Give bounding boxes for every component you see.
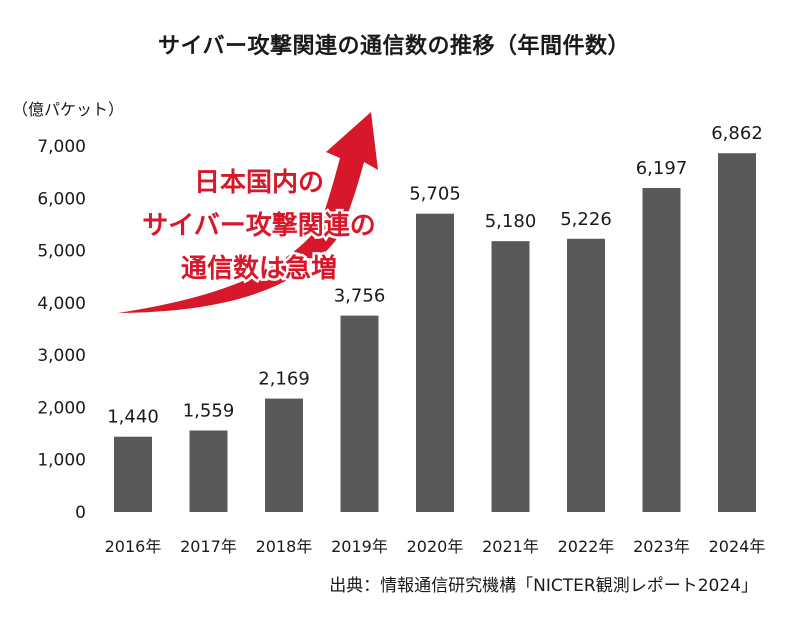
annotation-line-2: サイバー攻撃関連の [142,211,375,241]
y-tick-label: 0 [75,503,86,523]
chart-title: サイバー攻撃関連の通信数の推移（年間件数） [157,34,631,59]
x-tick-label: 2023年 [633,537,690,556]
annotation-line-3: 通信数は急増 [181,254,337,284]
bar-2019年 [340,315,379,512]
source-note: 出典：情報通信研究機構「NICTER観測レポート2024」 [329,576,758,596]
y-tick-label: 4,000 [37,294,86,314]
x-tick-label: 2016年 [105,537,162,556]
value-label: 5,180 [485,211,537,232]
y-tick-label: 5,000 [37,242,86,262]
x-tick-label: 2018年 [256,537,313,556]
x-tick-label: 2017年 [180,537,237,556]
value-label: 1,559 [183,400,235,421]
value-label: 5,226 [560,209,612,230]
y-tick-label: 6,000 [37,189,86,209]
bar-2023年 [642,187,681,513]
bar-2018年 [265,398,303,512]
annotation-line-1: 日本国内の [194,168,324,198]
bar-2016年 [114,436,152,512]
value-label: 6,862 [711,123,763,144]
value-label: 3,756 [334,286,386,307]
bar-2020年 [416,213,454,512]
value-labels: 1,440 1,559 2,169 3,756 5,705 5,180 5,226 6,197… [107,123,763,427]
y-axis-unit-label: （億パケット） [12,100,125,119]
y-tick-label: 2,000 [37,398,86,418]
x-tick-label: 2019年 [331,537,388,556]
x-tick-label: 2022年 [558,537,615,556]
y-tick-label: 7,000 [37,137,86,157]
bar-2022年 [567,238,605,512]
x-tick-label: 2024年 [709,537,766,556]
x-tick-label: 2021年 [482,537,539,556]
bar-series [114,153,756,513]
x-tick-label: 2020年 [407,537,464,556]
x-axis-labels: 2016年 2017年 2018年 2019年 2020年 2021年 2022年 2023年… [105,537,766,556]
bar-2021年 [491,241,530,512]
y-axis-ticks: 0 1,000 2,000 3,000 4,000 5,000 6,000 7,000 [37,137,86,523]
growth-arrow [118,112,378,313]
value-label: 6,197 [636,158,688,179]
growth-annotation: 日本国内の サイバー攻撃関連の 通信数は急増 [118,112,378,313]
value-label: 2,169 [258,369,310,390]
value-label: 5,705 [409,184,461,205]
value-label: 1,440 [107,407,159,428]
bar-2024年 [718,153,756,512]
y-tick-label: 3,000 [37,346,86,366]
bar-2017年 [189,430,228,512]
y-tick-label: 1,000 [37,451,86,471]
